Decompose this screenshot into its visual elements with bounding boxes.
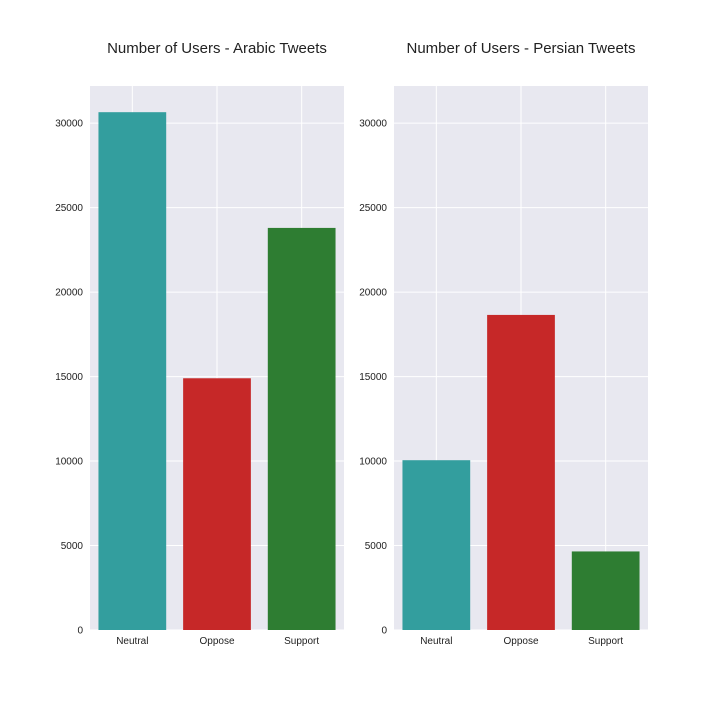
y-tick-label: 5000 — [365, 541, 388, 552]
y-tick-label: 0 — [77, 626, 83, 637]
x-tick-label: Support — [284, 636, 319, 647]
y-tick-label: 5000 — [61, 541, 84, 552]
x-tick-label: Oppose — [199, 636, 234, 647]
bar-support — [267, 227, 336, 631]
x-tick-label: Neutral — [420, 636, 452, 647]
x-tick-label: Oppose — [503, 636, 538, 647]
bar-oppose — [487, 314, 555, 630]
y-tick-label: 30000 — [359, 119, 387, 130]
y-tick-label: 15000 — [359, 372, 387, 383]
chart-title: Number of Users - Arabic Tweets — [107, 40, 327, 57]
x-tick-label: Neutral — [116, 636, 148, 647]
y-tick-label: 25000 — [359, 203, 387, 214]
chart-title: Number of Users - Persian Tweets — [407, 40, 636, 57]
bar-support — [571, 551, 640, 630]
bar-neutral — [98, 112, 167, 630]
bar-neutral — [402, 460, 471, 630]
y-tick-label: 10000 — [55, 457, 83, 468]
y-tick-label: 10000 — [359, 457, 387, 468]
x-tick-label: Support — [588, 636, 623, 647]
y-tick-label: 25000 — [55, 203, 83, 214]
y-tick-label: 20000 — [55, 288, 83, 299]
y-tick-label: 20000 — [359, 288, 387, 299]
y-tick-label: 15000 — [55, 372, 83, 383]
y-tick-label: 30000 — [55, 119, 83, 130]
y-tick-label: 0 — [381, 626, 387, 637]
bar-oppose — [183, 378, 251, 630]
